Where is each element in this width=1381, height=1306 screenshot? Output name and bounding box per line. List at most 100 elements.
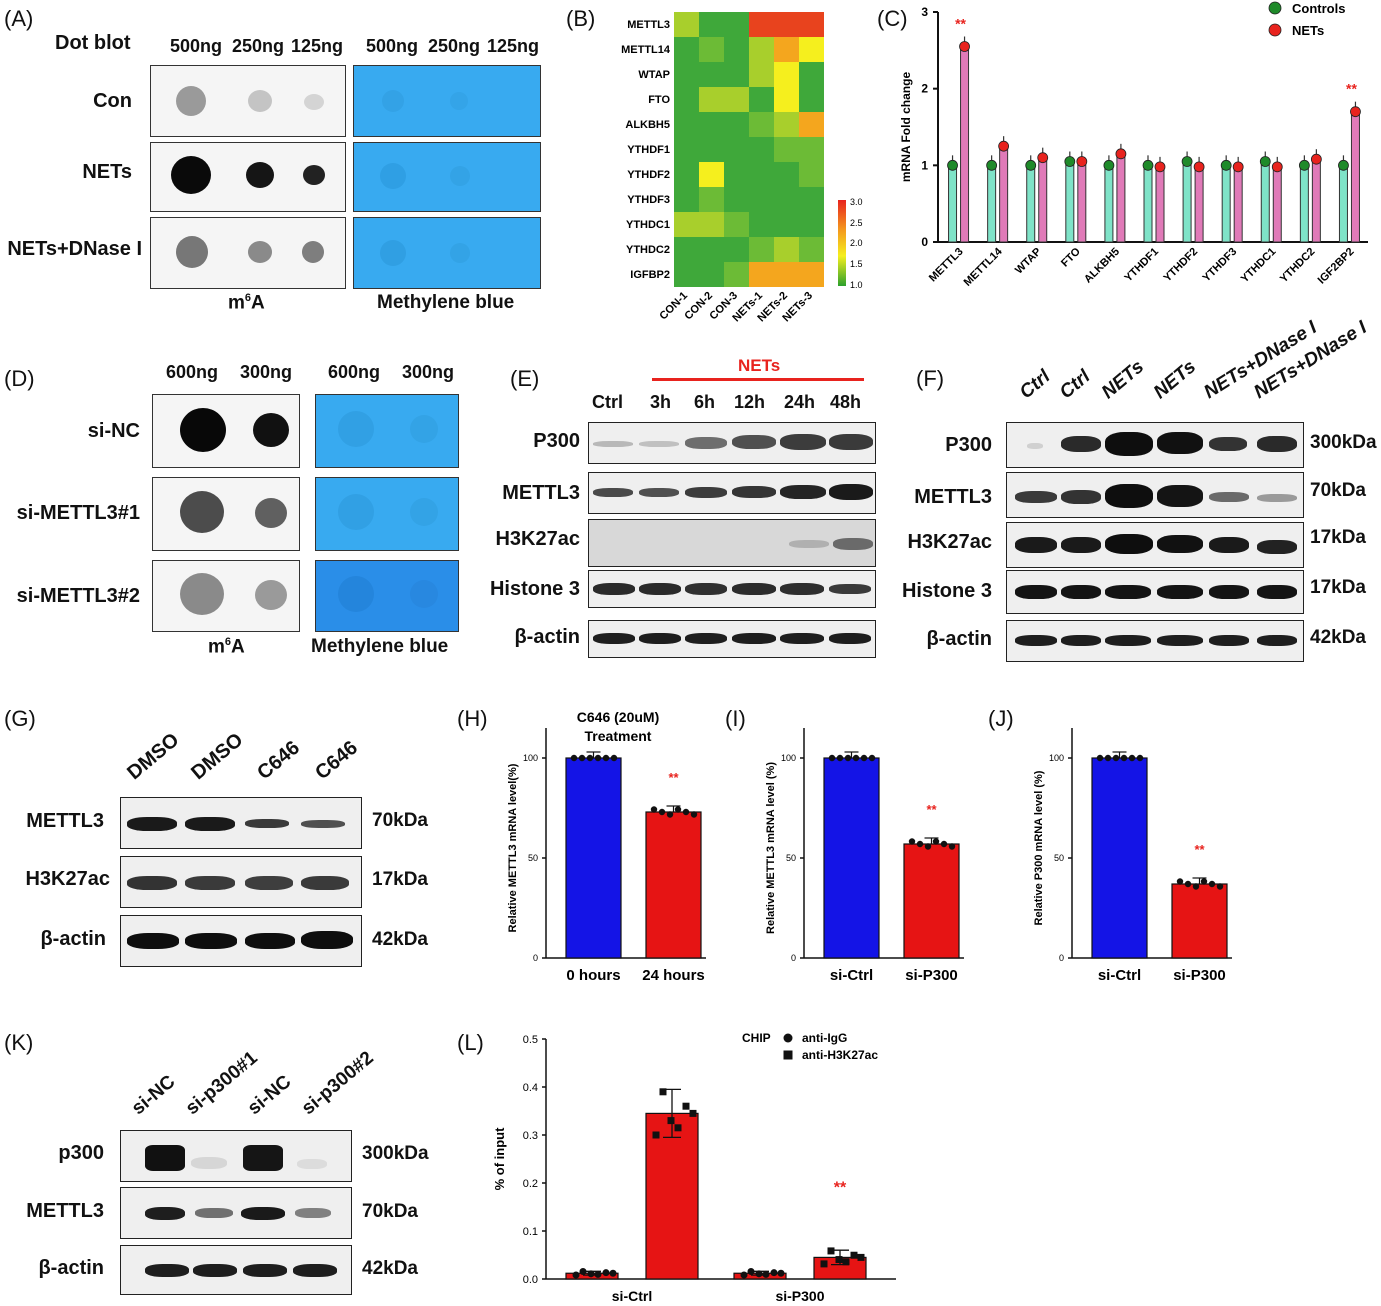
western-blot-strip (1006, 620, 1304, 662)
bar (1338, 164, 1348, 243)
col-label: 500ng (366, 36, 419, 56)
bar (1077, 161, 1087, 243)
dot-blot-membrane (152, 560, 300, 632)
heatmap-cell (749, 112, 774, 137)
chart-subtitle: Treatment (585, 728, 652, 744)
x-tick-label: YTHDF1 (1122, 246, 1161, 285)
panel-label-f: (F) (916, 366, 945, 391)
heatmap-cell (749, 37, 774, 62)
data-point (850, 1251, 858, 1259)
data-point (986, 159, 998, 171)
y-tick-label: 2 (921, 82, 928, 96)
dot-blot-membrane (152, 394, 300, 468)
data-point (940, 840, 948, 848)
gene-label: YTHDC2 (626, 244, 670, 256)
data-point (682, 1102, 690, 1110)
gene-label: YTHDC1 (626, 219, 670, 231)
kda-label: 42kDa (1310, 627, 1366, 648)
scale-label: 2.0 (850, 238, 863, 248)
legend-marker (1268, 23, 1282, 37)
heatmap-cell (674, 87, 699, 112)
heatmap-cell (674, 212, 699, 237)
col-label: 24h (784, 392, 816, 412)
x-tick-label: YTHDF2 (1161, 246, 1200, 285)
data-point (652, 1131, 660, 1139)
chart-h: 0 50 100 Relative METTL3 mRNA level(%) 0 hou… (507, 709, 706, 984)
data-point (959, 41, 970, 52)
bar (1104, 164, 1114, 243)
heatmap-cell (774, 212, 799, 237)
gene-label: METTL14 (621, 44, 671, 56)
heatmap-cell (699, 187, 724, 212)
heatmap-cell (724, 212, 749, 237)
data-point (1025, 159, 1037, 171)
row-label: P300 (533, 430, 580, 452)
data-point (932, 838, 940, 845)
bar (948, 164, 958, 243)
heatmap-cell (674, 162, 699, 187)
bar (1038, 157, 1048, 243)
m6a-footer: m6A (228, 292, 265, 314)
significance-mark: ** (668, 770, 679, 785)
col-label: 125ng (487, 36, 540, 56)
heatmap-cell (774, 262, 799, 287)
heatmap-cell (749, 87, 774, 112)
dot-blot-title: Dot blot (55, 32, 131, 54)
row-label: NETs (82, 161, 132, 183)
bar (1194, 166, 1204, 243)
panel-label-l: (L) (457, 1030, 484, 1055)
heatmap-cell (674, 62, 699, 87)
chart-title: C646 (20uM) (577, 709, 659, 725)
data-point (609, 1269, 617, 1277)
heatmap-cell (799, 187, 824, 212)
data-point (868, 754, 876, 762)
data-point (1192, 883, 1200, 890)
x-tick-label: si-Ctrl (1098, 967, 1141, 984)
significance-mark: ** (955, 16, 966, 32)
data-point (1104, 754, 1112, 762)
methylene-blue-footer: Methylene blue (311, 636, 449, 657)
row-label: METTL3 (914, 486, 992, 508)
x-tick-label: si-Ctrl (612, 1288, 652, 1304)
col-label: 500ng (170, 36, 223, 56)
western-blot-strip (120, 1245, 352, 1295)
x-tick-label: ALKBH5 (1082, 246, 1122, 286)
heatmap-cell (749, 62, 774, 87)
y-tick-label: 0.4 (523, 1082, 538, 1094)
heatmap-cell (749, 212, 774, 237)
data-point (835, 1256, 843, 1264)
bar (1272, 166, 1282, 243)
heatmap-cell (774, 62, 799, 87)
heatmap-cell (774, 87, 799, 112)
dot-blot-membrane (150, 142, 346, 212)
row-label: Histone 3 (901, 580, 992, 602)
heatmap-cell (724, 62, 749, 87)
heatmap-cell (699, 37, 724, 62)
methylene-blue-footer: Methylene blue (377, 292, 515, 313)
row-label: Histone 3 (489, 578, 580, 600)
y-tick-label: 0.1 (523, 1226, 538, 1238)
row-label: β-actin (40, 928, 106, 950)
y-axis-label: mRNA Fold change (899, 72, 913, 183)
gene-label: FTO (648, 94, 670, 106)
heatmap-row-labels: METTL3 METTL14 WTAP FTO ALKBH5 YTHDF1 YT… (621, 19, 671, 281)
kda-label: 70kDa (362, 1201, 418, 1222)
data-point (1064, 156, 1076, 167)
data-point (602, 1269, 610, 1277)
heatmap-cell (724, 137, 749, 162)
row-label: NETs+DNase I (7, 238, 142, 260)
row-label: METTL3 (26, 810, 104, 832)
row-label: H3K27ac (907, 531, 992, 553)
row-label: METTL3 (502, 482, 580, 504)
heatmap-cell (749, 187, 774, 212)
col-label: 250ng (428, 36, 481, 56)
col-label: 125ng (291, 36, 344, 56)
western-blot-strip (588, 570, 876, 608)
heatmap-cell (799, 87, 824, 112)
col-label: DMSO (123, 728, 184, 785)
scale-label: 3.0 (850, 197, 863, 207)
panel-label-d: (D) (4, 366, 35, 391)
heatmap-cell (674, 262, 699, 287)
scale-label: 1.0 (850, 280, 863, 290)
heatmap-cell (799, 12, 824, 37)
